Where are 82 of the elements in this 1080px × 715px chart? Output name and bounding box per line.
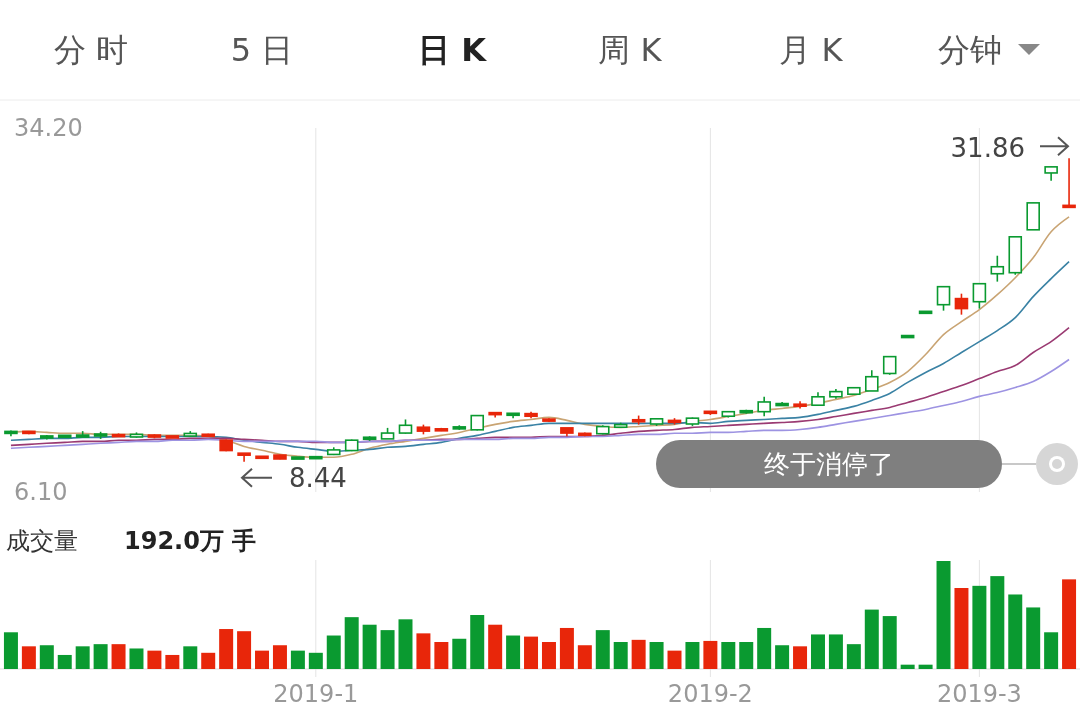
candlestick <box>1062 157 1076 209</box>
tab-bar: 分 时 5 日 日 K 周 K 月 K 分钟 <box>0 31 1080 101</box>
bar <box>344 617 359 669</box>
y-tick-label: 6.10 <box>14 478 68 506</box>
bar <box>470 615 485 669</box>
candlestick <box>757 395 771 418</box>
bar <box>1062 579 1077 669</box>
candlestick <box>882 355 897 376</box>
line-series <box>10 260 1070 453</box>
bar <box>595 630 610 669</box>
bar <box>721 642 736 669</box>
bar <box>57 654 72 669</box>
bar <box>488 624 503 669</box>
bar <box>990 576 1005 669</box>
bar <box>631 639 646 669</box>
bar <box>326 635 341 669</box>
bar <box>380 630 395 669</box>
bar <box>900 664 915 669</box>
bar <box>362 624 377 669</box>
bar <box>201 652 216 669</box>
x-tick-label: 2019-1 <box>273 680 359 708</box>
bar <box>846 644 861 669</box>
bar <box>272 645 287 669</box>
bar <box>290 650 305 669</box>
bar <box>972 585 987 669</box>
bar <box>416 633 431 669</box>
bar <box>1026 607 1041 669</box>
chart-subtitle: 192.0万 手 <box>124 527 257 555</box>
bar <box>1044 632 1059 669</box>
bar <box>39 645 54 669</box>
bar <box>129 648 144 669</box>
y-tick-label: 34.20 <box>14 114 83 142</box>
bar <box>21 646 36 669</box>
bar <box>93 644 108 669</box>
bar <box>703 640 718 669</box>
bar <box>452 638 467 669</box>
bar <box>864 609 879 669</box>
candlestick <box>954 292 969 316</box>
annotation: 31.86 <box>950 133 1025 164</box>
bar <box>649 642 664 669</box>
candlestick <box>972 282 987 310</box>
bar <box>667 650 682 669</box>
bar <box>147 650 162 669</box>
bar <box>793 646 808 669</box>
bar <box>1008 594 1023 669</box>
candlestick <box>237 452 251 463</box>
bar <box>237 631 252 669</box>
bar <box>541 642 556 669</box>
bar <box>75 646 90 669</box>
bar <box>954 588 969 669</box>
bar <box>757 627 772 669</box>
bar <box>559 627 574 669</box>
bar <box>3 632 18 669</box>
bar <box>936 561 951 669</box>
candlestick <box>990 254 1005 283</box>
bar <box>111 644 126 669</box>
bar <box>219 629 234 669</box>
annotation: 终于消停了 <box>764 449 894 479</box>
bar <box>775 645 790 669</box>
annotation: 8.44 <box>289 462 347 493</box>
bar <box>810 634 825 669</box>
chart-title: 成交量 <box>6 527 78 555</box>
bar <box>685 642 700 669</box>
bar <box>183 646 198 669</box>
bar <box>255 650 270 669</box>
bar <box>506 635 521 669</box>
bar <box>577 645 592 669</box>
bar <box>434 642 449 669</box>
bar <box>165 654 180 669</box>
bar <box>918 664 933 669</box>
x-tick-label: 2019-3 <box>936 680 1022 708</box>
line-series <box>10 358 1070 450</box>
bar <box>308 652 323 669</box>
bar <box>828 634 843 669</box>
bar <box>398 619 413 669</box>
bar <box>739 642 754 669</box>
x-tick-label: 2019-2 <box>667 680 753 708</box>
bar <box>613 642 628 669</box>
bar <box>524 636 539 669</box>
candlestick <box>936 285 951 312</box>
candlestick <box>864 369 879 392</box>
bar <box>882 616 897 669</box>
